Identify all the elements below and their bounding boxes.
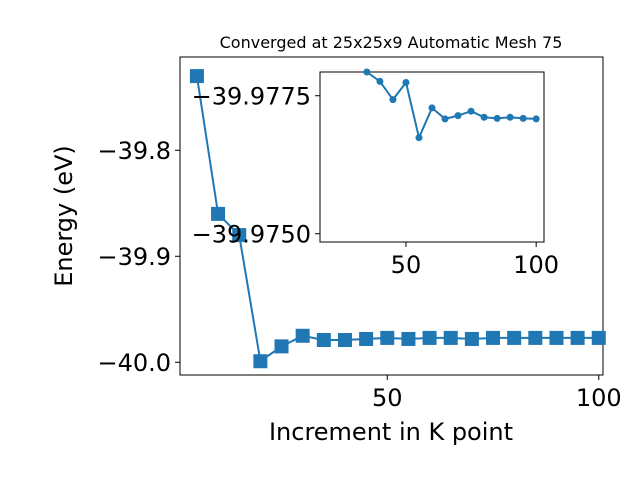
inset-data-point bbox=[389, 96, 397, 104]
inset-plot-frame bbox=[319, 71, 545, 243]
inset-data-point bbox=[506, 113, 514, 121]
main-x-ticks: 50 100 bbox=[372, 375, 622, 412]
main-y-tick-label: −40.0 bbox=[97, 349, 171, 377]
main-data-point bbox=[591, 330, 606, 345]
inset-data-point bbox=[467, 107, 475, 115]
main-x-tick-label: 50 bbox=[372, 384, 403, 412]
inset-y-ticks: −39.9775 −39.9750 bbox=[192, 82, 320, 248]
y-axis-label: Energy (eV) bbox=[50, 145, 78, 287]
main-y-tick-label: −39.9 bbox=[97, 243, 171, 271]
inset-data-point bbox=[493, 114, 501, 122]
inset-data-point bbox=[454, 112, 462, 120]
main-x-tick-label: 100 bbox=[576, 384, 622, 412]
main-data-point bbox=[359, 331, 374, 346]
inset-data-point bbox=[376, 77, 384, 85]
inset-data-point bbox=[519, 114, 527, 122]
main-data-point bbox=[443, 330, 458, 345]
main-data-point bbox=[380, 330, 395, 345]
main-data-point bbox=[422, 330, 437, 345]
inset-x-tick-label: 50 bbox=[391, 251, 422, 279]
x-axis-label: Increment in K point bbox=[269, 418, 513, 446]
main-y-ticks: −39.8 −39.9 −40.0 bbox=[97, 137, 180, 377]
main-data-point bbox=[464, 331, 479, 346]
inset-x-tick-label: 100 bbox=[513, 251, 559, 279]
main-data-point bbox=[401, 331, 416, 346]
inset-y-tick-label: −39.9750 bbox=[192, 220, 311, 248]
inset-series bbox=[363, 68, 540, 142]
inset-data-point bbox=[402, 78, 410, 86]
main-data-point bbox=[232, 228, 247, 243]
main-data-point bbox=[253, 354, 268, 369]
main-data-point bbox=[337, 333, 352, 348]
main-data-point bbox=[507, 330, 522, 345]
inset-data-point bbox=[415, 134, 423, 142]
main-y-tick-label: −39.8 bbox=[97, 137, 171, 165]
inset-plot: −39.9775 −39.9750 50 100 bbox=[192, 68, 559, 279]
inset-data-point bbox=[428, 104, 436, 112]
chart-title: Converged at 25x25x9 Automatic Mesh 75 bbox=[220, 33, 563, 52]
inset-data-point bbox=[363, 68, 371, 76]
inset-data-point bbox=[480, 113, 488, 121]
main-data-point bbox=[316, 333, 331, 348]
inset-x-ticks: 50 100 bbox=[391, 242, 559, 279]
main-data-point bbox=[486, 330, 501, 345]
inset-y-tick-label: −39.9775 bbox=[192, 82, 311, 110]
main-data-point bbox=[189, 69, 204, 84]
main-data-point bbox=[549, 330, 564, 345]
main-data-point bbox=[528, 330, 543, 345]
main-data-point bbox=[274, 339, 289, 354]
main-data-point bbox=[295, 328, 310, 343]
main-data-point bbox=[570, 330, 585, 345]
inset-data-point bbox=[441, 115, 449, 123]
main-series bbox=[189, 69, 606, 369]
main-data-point bbox=[211, 206, 226, 221]
inset-data-point bbox=[532, 115, 540, 123]
